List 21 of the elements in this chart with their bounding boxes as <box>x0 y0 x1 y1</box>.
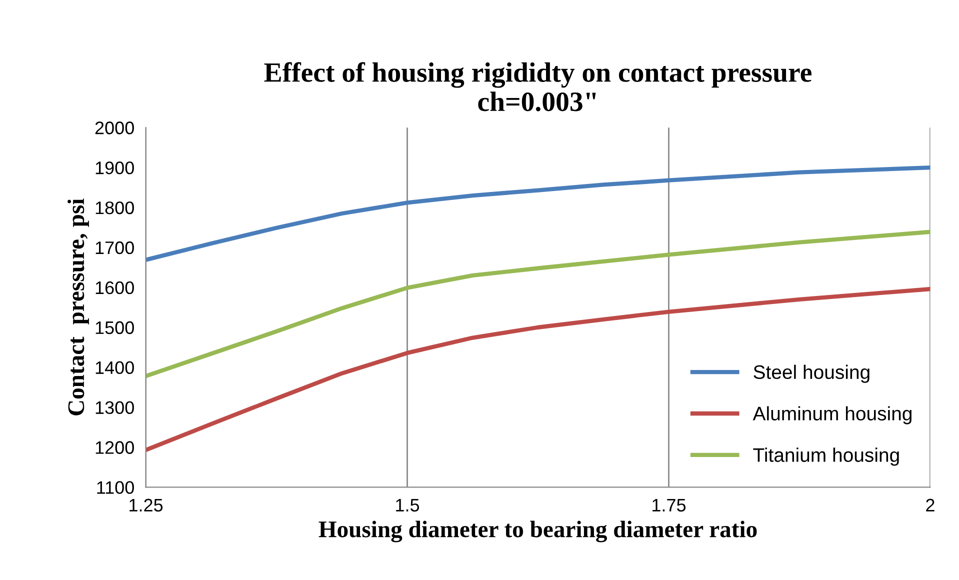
y-tick-label: 1900 <box>96 161 134 174</box>
y-tick-label: 1200 <box>96 441 134 454</box>
y-tick-label: 1800 <box>96 201 134 214</box>
x-tick-label: 1.5 <box>396 498 420 512</box>
y-tick-label: 1500 <box>96 321 134 334</box>
x-tick-label: 1.25 <box>130 498 163 512</box>
x-tick-label: 1.75 <box>652 498 686 512</box>
y-tick-label: 1400 <box>96 361 134 374</box>
x-axis-title: Housing diameter to bearing diameter ratio <box>318 520 757 542</box>
y-axis-title: Contact pressure, psi <box>68 198 89 416</box>
y-tick-label: 1100 <box>97 481 134 494</box>
y-tick-label: 1700 <box>96 241 134 254</box>
x-tick-label: 2 <box>926 498 934 512</box>
y-tick-label: 2000 <box>95 122 134 134</box>
line-series <box>146 165 930 262</box>
y-tick-label: 1600 <box>96 281 134 294</box>
legend-label: Titanium housing <box>753 448 899 466</box>
legend-label: Aluminum housing <box>752 406 912 424</box>
legend-label: Steel housing <box>754 364 870 383</box>
chart-title: Effect of housing rigididty on contact pressure ch=0.003" <box>264 62 812 112</box>
y-tick-label: 1300 <box>96 401 134 414</box>
